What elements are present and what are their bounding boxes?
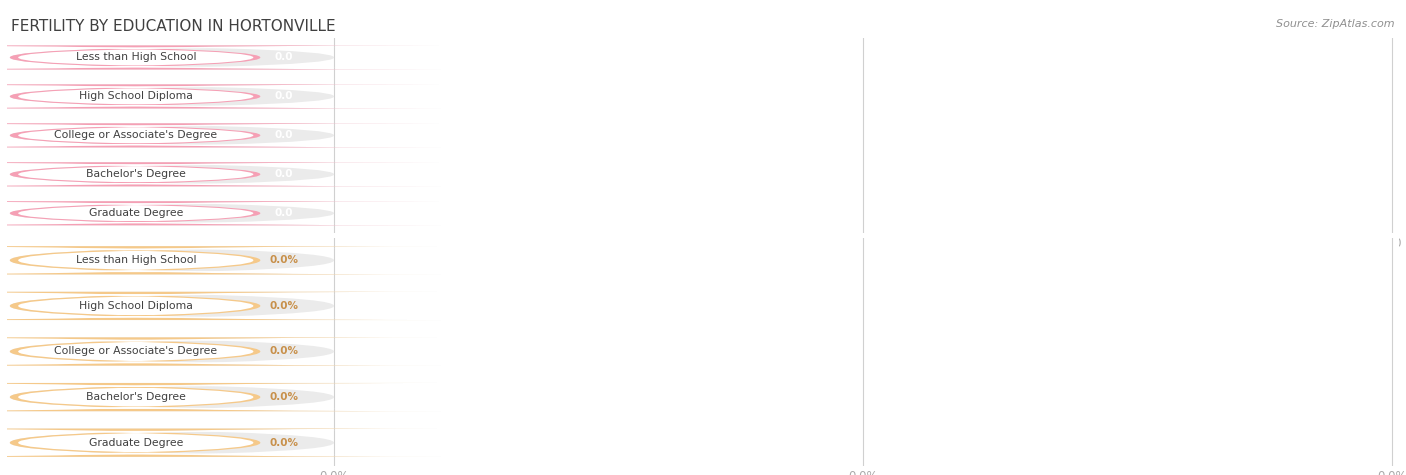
FancyBboxPatch shape (0, 340, 380, 363)
Text: Bachelor's Degree: Bachelor's Degree (86, 392, 186, 402)
FancyBboxPatch shape (0, 383, 441, 411)
FancyBboxPatch shape (0, 162, 441, 186)
Text: 0.0: 0.0 (274, 52, 294, 63)
FancyBboxPatch shape (0, 124, 441, 147)
FancyBboxPatch shape (0, 201, 441, 225)
Text: 0.0%: 0.0% (270, 392, 298, 402)
Text: 0.0%: 0.0% (270, 437, 298, 448)
Text: High School Diploma: High School Diploma (79, 301, 193, 311)
Text: 0.0: 0.0 (274, 169, 294, 180)
FancyBboxPatch shape (0, 385, 380, 409)
Text: Graduate Degree: Graduate Degree (89, 437, 183, 448)
FancyBboxPatch shape (0, 246, 441, 275)
FancyBboxPatch shape (0, 428, 441, 457)
FancyBboxPatch shape (0, 383, 441, 411)
Text: Less than High School: Less than High School (76, 52, 195, 63)
FancyBboxPatch shape (0, 85, 441, 108)
FancyBboxPatch shape (0, 337, 441, 366)
FancyBboxPatch shape (0, 162, 441, 186)
FancyBboxPatch shape (0, 46, 441, 69)
Text: FERTILITY BY EDUCATION IN HORTONVILLE: FERTILITY BY EDUCATION IN HORTONVILLE (11, 19, 336, 34)
FancyBboxPatch shape (0, 294, 380, 318)
Text: Less than High School: Less than High School (76, 255, 195, 266)
FancyBboxPatch shape (0, 86, 380, 106)
Text: 0.0%: 0.0% (270, 301, 298, 311)
FancyBboxPatch shape (0, 428, 441, 457)
FancyBboxPatch shape (0, 431, 380, 455)
Text: 0.0: 0.0 (274, 130, 294, 141)
FancyBboxPatch shape (0, 203, 380, 223)
Text: 0.0%: 0.0% (270, 346, 298, 357)
Text: College or Associate's Degree: College or Associate's Degree (55, 130, 218, 141)
FancyBboxPatch shape (0, 292, 441, 320)
Text: Bachelor's Degree: Bachelor's Degree (86, 169, 186, 180)
Text: Source: ZipAtlas.com: Source: ZipAtlas.com (1277, 19, 1395, 29)
Text: 0.0%: 0.0% (270, 255, 298, 266)
FancyBboxPatch shape (0, 48, 380, 67)
FancyBboxPatch shape (0, 125, 380, 145)
FancyBboxPatch shape (0, 46, 441, 69)
FancyBboxPatch shape (0, 124, 441, 147)
FancyBboxPatch shape (0, 292, 441, 320)
FancyBboxPatch shape (0, 246, 441, 275)
FancyBboxPatch shape (0, 85, 441, 108)
FancyBboxPatch shape (0, 337, 441, 366)
FancyBboxPatch shape (0, 164, 380, 184)
Text: College or Associate's Degree: College or Associate's Degree (55, 346, 218, 357)
FancyBboxPatch shape (0, 248, 380, 272)
FancyBboxPatch shape (0, 201, 441, 225)
Text: 0.0: 0.0 (274, 91, 294, 102)
Text: Graduate Degree: Graduate Degree (89, 208, 183, 219)
Text: High School Diploma: High School Diploma (79, 91, 193, 102)
Text: 0.0: 0.0 (274, 208, 294, 219)
